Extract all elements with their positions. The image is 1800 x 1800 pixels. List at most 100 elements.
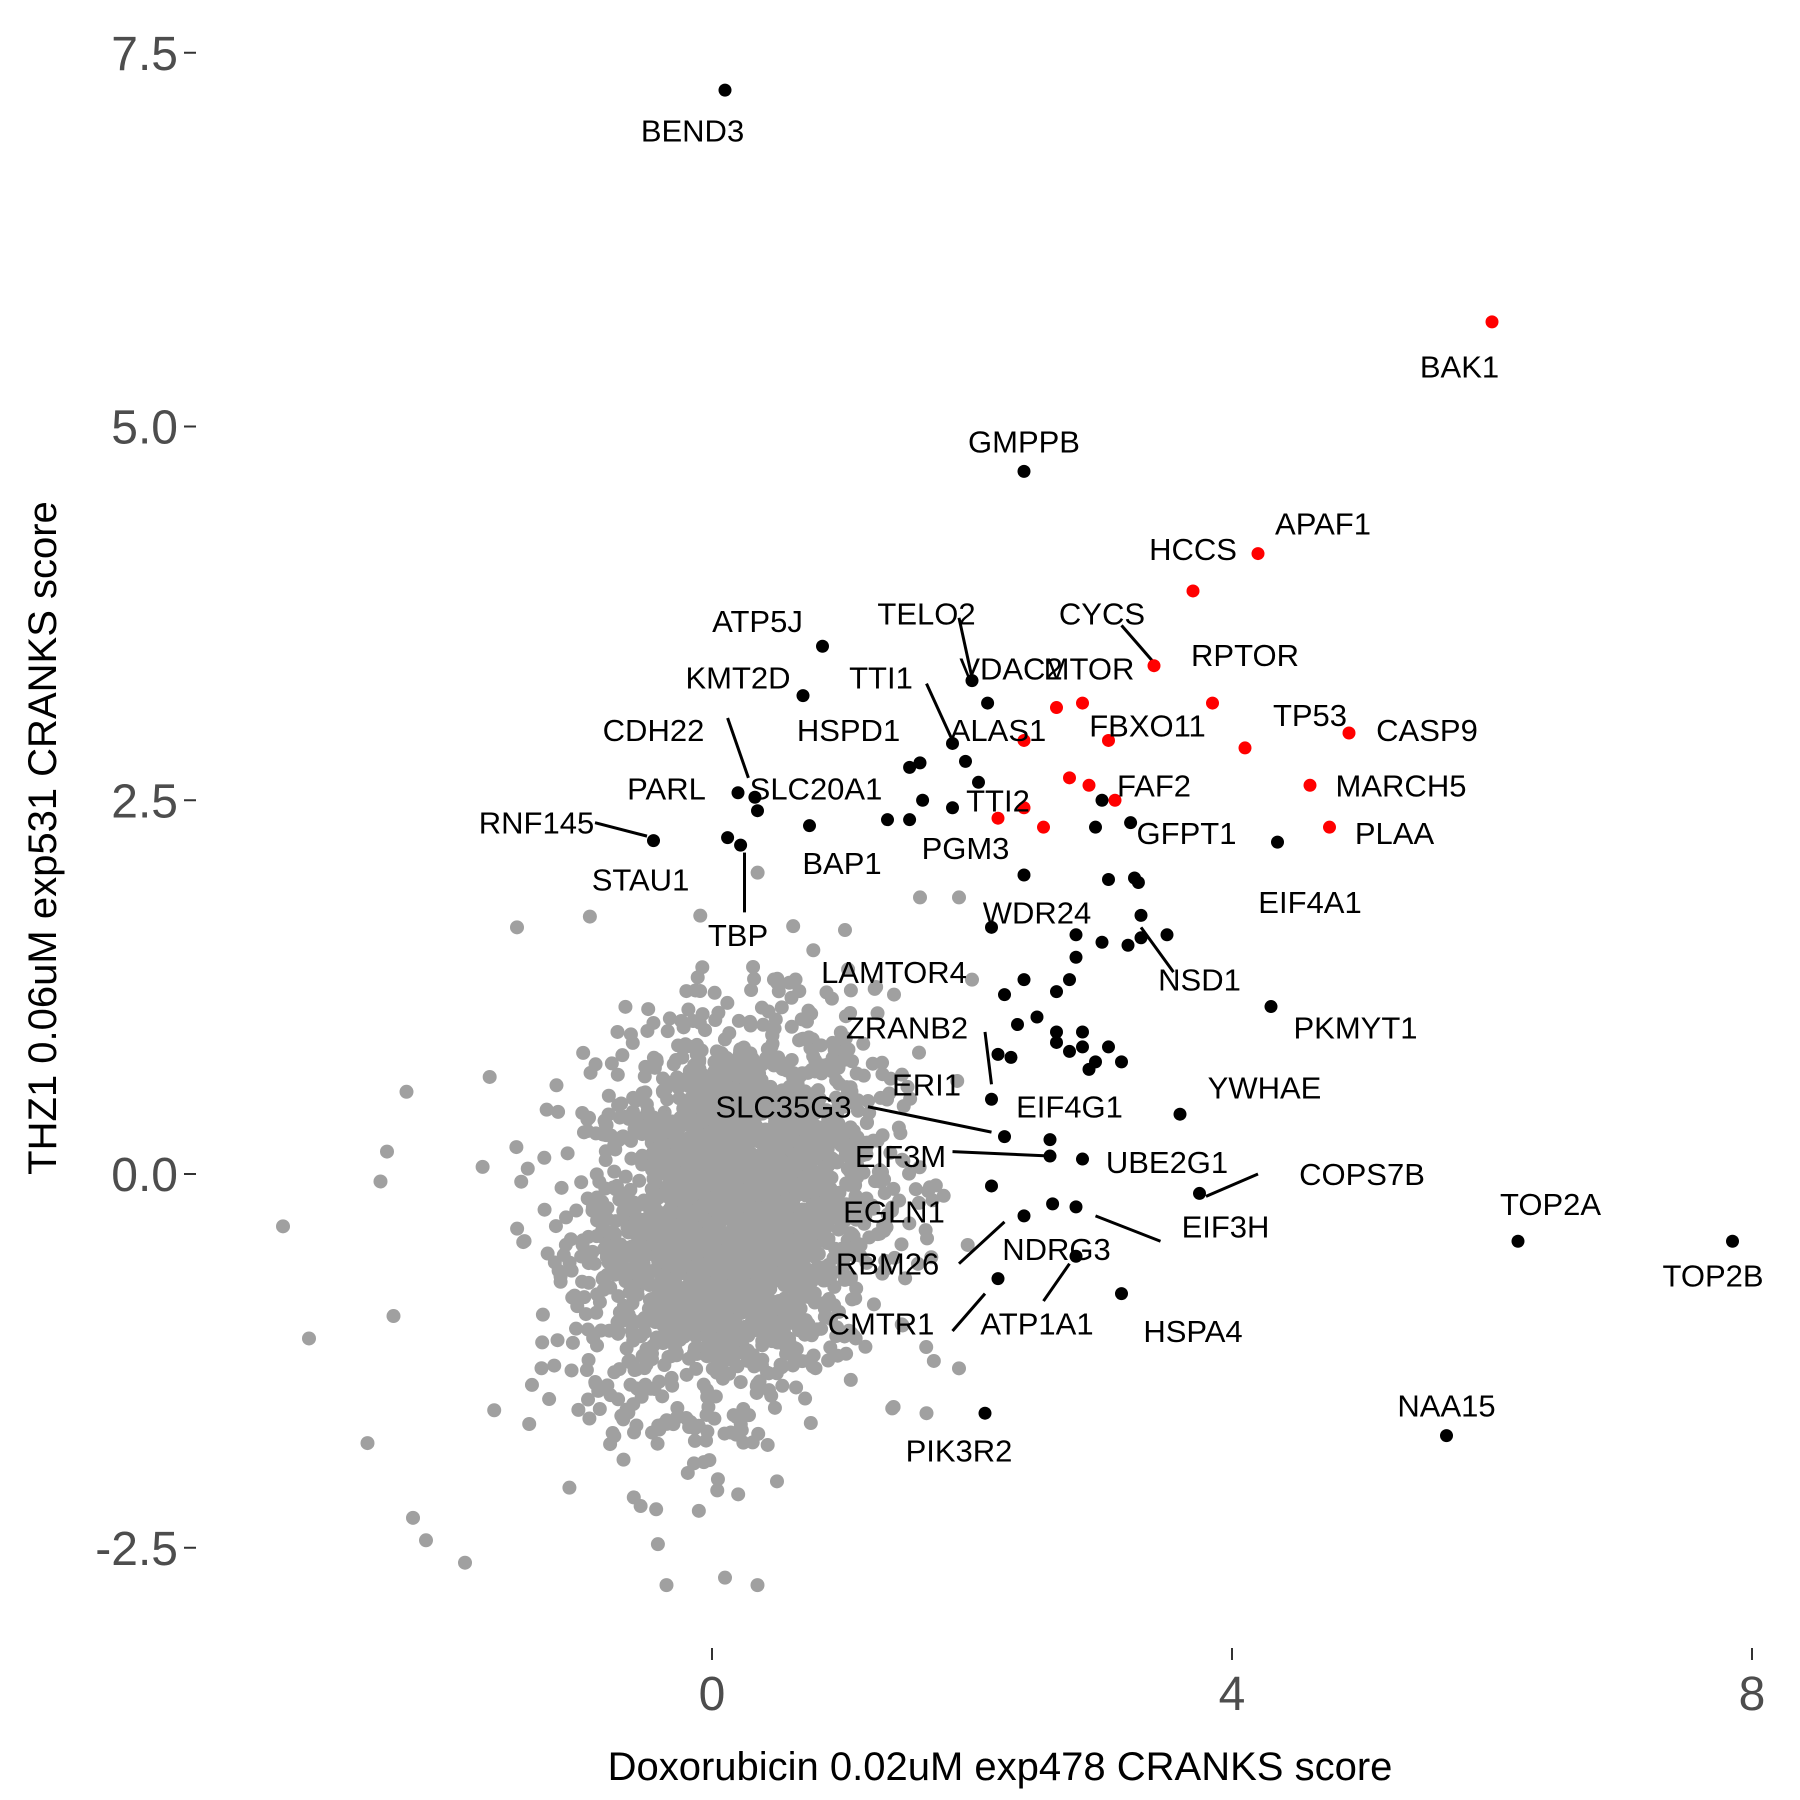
background-point: [540, 1246, 555, 1261]
labeled-point: [1131, 875, 1145, 889]
background-point: [482, 1069, 497, 1084]
highlighted-points: [647, 83, 1739, 1443]
labeled-point: [1063, 973, 1076, 987]
gene-label: MARCH5: [1336, 768, 1467, 803]
background-point: [628, 1226, 643, 1241]
background-point: [633, 1499, 648, 1514]
labeled-point: [1076, 1040, 1089, 1054]
labeled-point: [1069, 1200, 1083, 1214]
background-point: [809, 1212, 824, 1227]
labeled-point: [1095, 793, 1109, 807]
labeled-point: [998, 988, 1011, 1002]
gene-label: CMTR1: [828, 1307, 935, 1342]
gene-label: LAMTOR4: [821, 955, 967, 990]
background-point: [562, 1255, 577, 1270]
background-point: [646, 1110, 661, 1125]
background-point: [535, 1307, 550, 1322]
background-point: [911, 1195, 926, 1210]
background-point: [747, 1277, 762, 1292]
background-point: [661, 1305, 676, 1320]
background-point: [829, 1090, 844, 1105]
background-point: [610, 1326, 625, 1341]
background-point: [621, 1111, 636, 1126]
gene-label: TOP2A: [1500, 1187, 1601, 1222]
background-point: [607, 1429, 622, 1444]
highlighted-point: [1037, 820, 1050, 834]
background-point: [875, 1266, 890, 1281]
background-point: [699, 1349, 714, 1364]
labeled-point: [1121, 938, 1135, 952]
background-point: [800, 1065, 815, 1080]
gene-label: BAP1: [802, 846, 881, 881]
background-point: [799, 1225, 814, 1240]
background-point: [641, 1209, 656, 1224]
background-point: [600, 1267, 615, 1282]
highlighted-point: [1102, 733, 1115, 747]
background-point: [616, 1452, 631, 1467]
background-point: [773, 1315, 788, 1330]
labeled-point: [1173, 1107, 1187, 1121]
labeled-point: [1160, 928, 1174, 942]
background-point: [672, 1091, 687, 1106]
labeled-point: [1264, 1000, 1278, 1014]
label-connector: [952, 1150, 1051, 1158]
background-point: [836, 1031, 851, 1046]
labeled-point: [1069, 928, 1083, 942]
labeled-point: [1271, 835, 1284, 849]
background-point: [836, 1137, 851, 1152]
background-point: [583, 1065, 598, 1080]
highlighted-point: [1186, 584, 1200, 598]
background-point: [601, 1255, 616, 1270]
background-point: [579, 1363, 594, 1378]
background-point: [654, 1268, 669, 1283]
gene-label: NAA15: [1397, 1389, 1495, 1424]
background-point: [738, 1129, 753, 1144]
labeled-point: [1193, 1186, 1206, 1200]
background-point: [744, 1185, 759, 1200]
background-point: [632, 1173, 647, 1188]
background-point: [691, 1503, 706, 1518]
background-point: [611, 1098, 626, 1113]
background-point: [886, 1399, 901, 1414]
background-point: [763, 1293, 778, 1308]
background-point: [861, 1094, 876, 1109]
highlighted-point: [1342, 726, 1356, 740]
background-point: [647, 1174, 662, 1189]
background-point: [765, 1036, 780, 1051]
background-point: [783, 1315, 798, 1330]
background-point: [626, 1090, 641, 1105]
highlighted-point: [1076, 696, 1089, 710]
gene-label: GMPPB: [968, 424, 1080, 459]
background-point: [722, 1101, 737, 1116]
background-point: [562, 1480, 577, 1495]
background-point: [950, 1073, 965, 1088]
gene-label: TTI2: [966, 783, 1030, 818]
background-point: [733, 1156, 748, 1171]
background-point: [687, 1126, 702, 1141]
background-point: [627, 1261, 642, 1276]
gene-label: ALAS1: [950, 713, 1047, 748]
background-point: [705, 1361, 720, 1376]
background-point: [777, 1303, 792, 1318]
background-point: [700, 1215, 715, 1230]
labeled-point: [913, 756, 927, 770]
background-point: [681, 1079, 696, 1094]
background-point: [693, 983, 708, 998]
labeled-point: [1134, 908, 1148, 922]
background-point: [671, 1133, 686, 1148]
background-point: [514, 1174, 529, 1189]
background-point: [774, 1212, 789, 1227]
gene-label: RBM26: [836, 1247, 939, 1282]
highlighted-point: [1238, 741, 1252, 755]
background-point: [475, 1159, 490, 1174]
background-point: [710, 1472, 725, 1487]
background-point: [793, 1239, 808, 1254]
labeled-point: [1011, 1018, 1024, 1031]
x-tick-label: 4: [1219, 1668, 1246, 1721]
background-point: [867, 981, 882, 996]
gene-label: APAF1: [1275, 507, 1371, 542]
background-point: [564, 1363, 579, 1378]
background-point: [719, 1081, 734, 1096]
background-point: [764, 1388, 779, 1403]
background-point: [638, 1221, 653, 1236]
